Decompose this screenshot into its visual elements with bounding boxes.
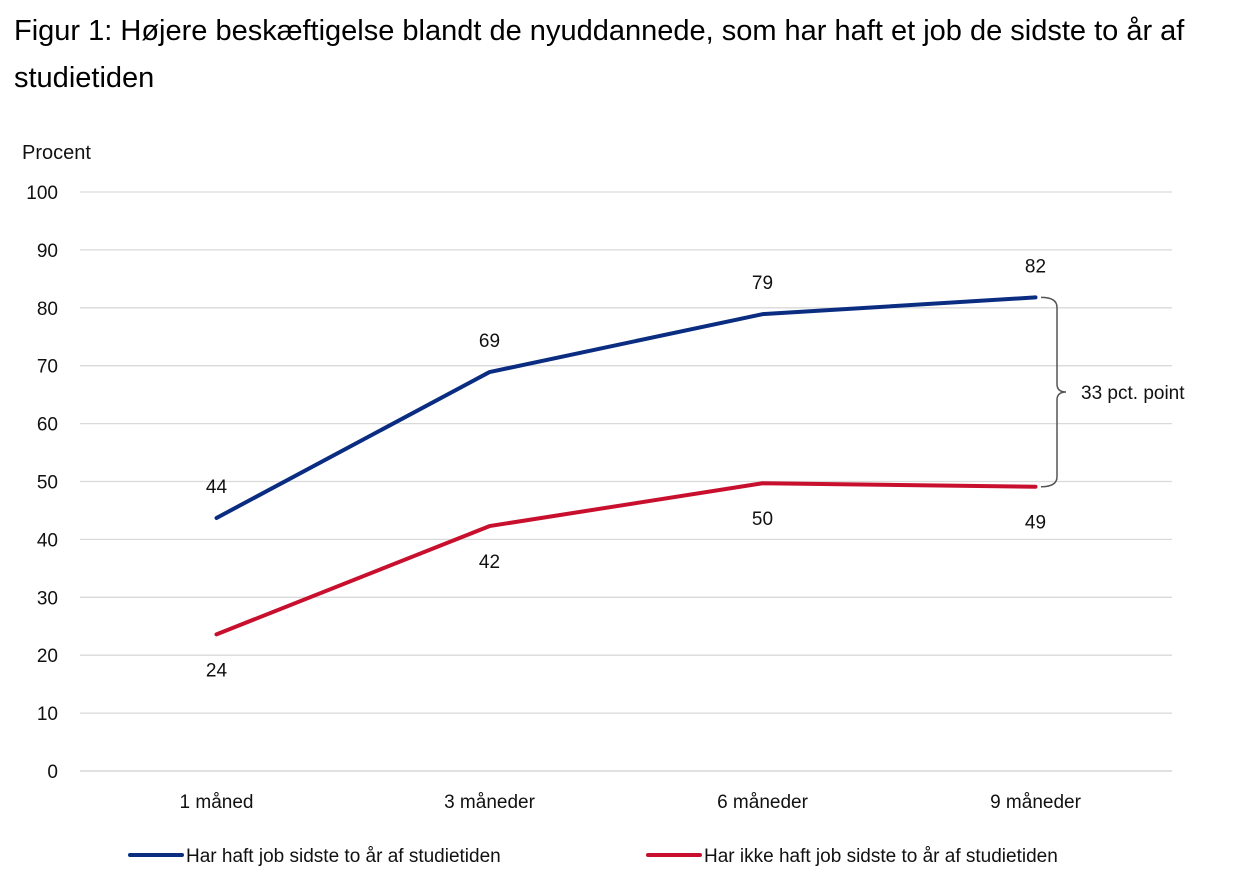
- y-tick-labels: 0 10 20 30 40 50 60 70 80 90 100: [26, 183, 58, 783]
- chart-title: Figur 1: Højere beskæftigelse blandt de …: [14, 15, 1185, 94]
- y-tick-label: 10: [37, 704, 58, 725]
- data-label: 50: [752, 509, 773, 530]
- x-tick-labels: 1 måned 3 måneder 6 måneder 9 måneder: [180, 792, 1082, 813]
- legend-label: Har haft job sidste to år af studietiden: [186, 846, 501, 867]
- y-tick-label: 40: [37, 530, 58, 551]
- data-label: 79: [752, 273, 773, 294]
- data-label: 82: [1025, 256, 1046, 277]
- annotation-label: 33 pct. point: [1081, 383, 1185, 404]
- series-lines: [214, 295, 1038, 637]
- annotation-bracket: [1040, 296, 1067, 488]
- x-tick-label: 9 måneder: [990, 792, 1082, 813]
- data-label: 44: [206, 477, 228, 498]
- data-label: 24: [206, 660, 228, 681]
- y-tick-label: 60: [37, 415, 58, 436]
- y-tick-label: 20: [37, 646, 58, 667]
- x-tick-label: 3 måneder: [444, 792, 536, 813]
- y-axis-label: Procent: [22, 142, 91, 164]
- data-label: 42: [479, 552, 500, 573]
- y-tick-label: 100: [26, 183, 58, 204]
- x-tick-label: 1 måned: [180, 792, 254, 813]
- x-tick-label: 6 måneder: [717, 792, 809, 813]
- legend-label: Har ikke haft job sidste to år af studie…: [704, 846, 1058, 867]
- y-tick-label: 80: [37, 299, 58, 320]
- legend: Har haft job sidste to år af studietiden…: [128, 846, 1058, 867]
- data-label: 49: [1025, 513, 1046, 534]
- series-line: [214, 481, 1038, 637]
- data-labels: 44 69 79 82 24 42 50 49: [206, 256, 1046, 681]
- gridlines: [80, 191, 1172, 772]
- y-tick-label: 50: [37, 473, 58, 494]
- series-line: [214, 295, 1038, 520]
- y-tick-label: 30: [37, 588, 58, 609]
- y-tick-label: 70: [37, 357, 58, 378]
- difference-annotation: 33 pct. point: [1040, 296, 1185, 488]
- y-tick-label: 90: [37, 241, 58, 262]
- data-label: 69: [479, 331, 500, 352]
- y-tick-label: 0: [47, 762, 58, 783]
